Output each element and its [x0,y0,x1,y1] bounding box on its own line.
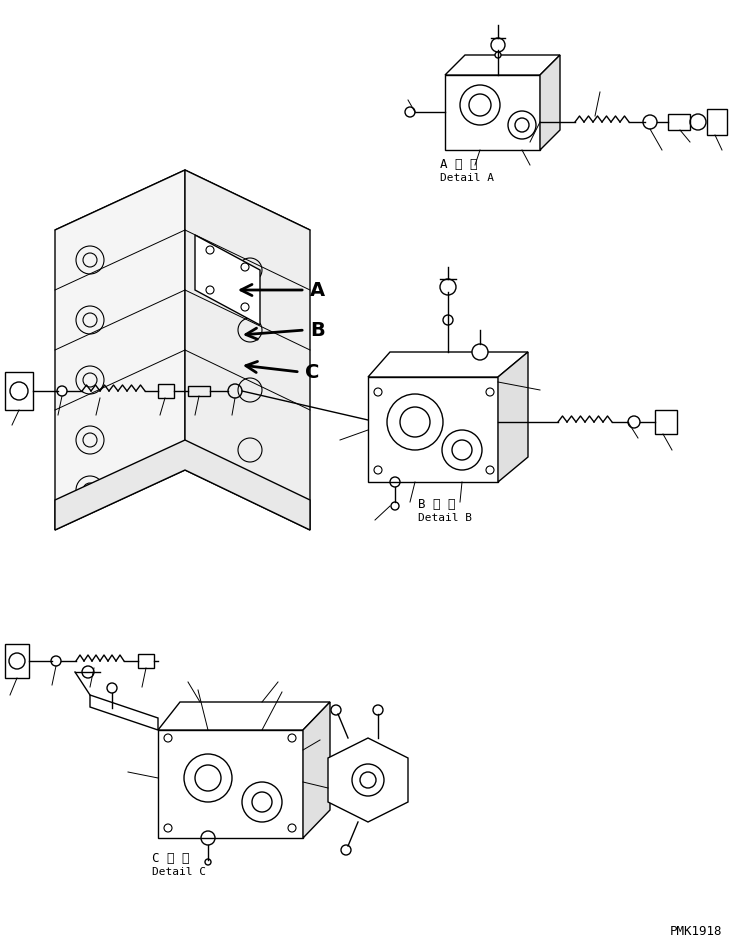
Bar [188,386,210,396]
Text: B: B [310,320,324,339]
Bar [707,109,727,135]
Text: PMK1918: PMK1918 [669,925,722,938]
Bar [5,372,33,410]
Circle shape [440,279,456,295]
Bar [445,75,540,150]
Bar [368,377,498,482]
Polygon shape [158,702,330,730]
Bar [5,644,29,678]
Polygon shape [90,695,158,730]
Circle shape [443,315,453,325]
Circle shape [472,344,488,360]
Circle shape [491,38,505,52]
Circle shape [57,386,67,396]
Circle shape [341,845,351,855]
Text: C 詳 細: C 詳 細 [152,852,190,865]
Text: A: A [310,280,325,299]
Bar [668,114,690,130]
Text: Detail B: Detail B [418,513,472,523]
Circle shape [51,656,61,666]
Text: C: C [305,363,319,382]
Polygon shape [303,702,330,838]
Polygon shape [55,170,310,290]
Polygon shape [498,352,528,482]
Circle shape [495,52,501,58]
Bar [158,384,174,398]
Text: A 詳 細: A 詳 細 [440,158,477,171]
Polygon shape [55,440,310,530]
Bar [655,410,677,434]
Polygon shape [185,170,310,530]
Circle shape [373,705,383,715]
Circle shape [643,115,657,129]
Polygon shape [368,352,528,377]
Text: Detail C: Detail C [152,867,206,877]
Text: Detail A: Detail A [440,173,494,183]
Polygon shape [540,55,560,150]
Circle shape [331,705,341,715]
Bar [158,730,303,838]
Text: B 詳 細: B 詳 細 [418,498,456,511]
Polygon shape [195,235,260,325]
Polygon shape [55,170,185,530]
Circle shape [628,416,640,428]
Bar [138,654,154,668]
Polygon shape [328,738,408,822]
Polygon shape [445,55,560,75]
